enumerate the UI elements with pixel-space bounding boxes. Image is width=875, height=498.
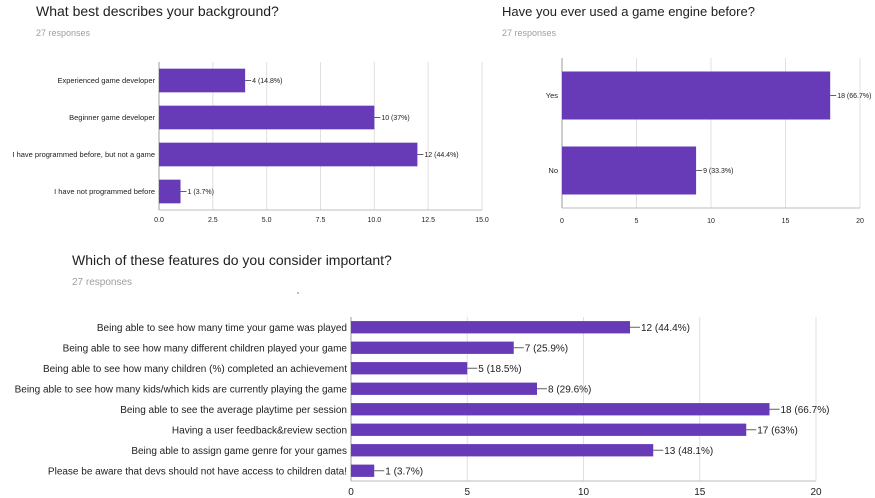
chart3-category-label: Having a user feedback&review section <box>172 425 347 436</box>
chart1-tick-label: 15.0 <box>475 217 489 224</box>
chart3-category-label: Being able to assign game genre for your… <box>131 446 347 457</box>
chart3-bar <box>351 382 537 395</box>
chart3-data-label: 7 (25.9%) <box>525 343 568 354</box>
chart3-bar <box>351 362 468 375</box>
chart3-responses: 27 responses <box>72 277 133 288</box>
chart1-tick-label: 0.0 <box>154 217 164 224</box>
chart2-responses: 27 responses <box>502 28 557 38</box>
chart2-category-label: No <box>548 166 558 175</box>
chart1-plot: 0.0 2.5 5.0 7.5 10.0 12.5 15.0 Experienced game… <box>12 62 489 224</box>
chart3-data-label: 1 (3.7%) <box>385 466 423 477</box>
chart2-tick-label: 5 <box>635 218 639 225</box>
chart3-bar <box>351 321 630 334</box>
chart1-tick-label: 12.5 <box>421 217 435 224</box>
chart3-tick-label: 20 <box>810 487 822 498</box>
chart3-bar <box>351 403 770 416</box>
chart2-title: Have you ever used a game engine before? <box>502 4 755 19</box>
chart3-data-label: 18 (66.7%) <box>781 405 830 416</box>
chart2-tick-label: 20 <box>856 218 864 225</box>
chart3-plot: 0 5 10 15 20 Being able to see how many time … <box>15 317 830 498</box>
chart3-data-label: 8 (29.6%) <box>548 384 591 395</box>
chart1-data-label: 12 (44.4%) <box>424 152 458 159</box>
chart2-category-label: Yes <box>546 91 558 100</box>
chart3-category-label: Being able to see the average playtime p… <box>120 405 347 416</box>
chart3-category-label: Being able to see how many time your gam… <box>97 323 347 334</box>
chart3-data-label: 12 (44.4%) <box>641 323 690 334</box>
chart3-category-label: Please be aware that devs should not hav… <box>48 466 347 477</box>
chart1-tick-label: 7.5 <box>316 217 326 224</box>
chart1-bar <box>159 179 181 204</box>
chart3-data-label: 13 (48.1%) <box>664 446 713 457</box>
chart3-data-label: 17 (63%) <box>757 425 798 436</box>
chart2-bar <box>562 146 697 195</box>
chart1-title: What best describes your background? <box>36 3 279 19</box>
chart3-category-label: Being able to see how many kids/which ki… <box>15 384 348 395</box>
chart2-tick-label: 10 <box>707 218 715 225</box>
chart2-data-label: 18 (66.7%) <box>837 93 871 100</box>
chart3-bar <box>351 464 375 477</box>
chart3-bar <box>351 423 747 436</box>
chart1-category-label: Beginner game developer <box>69 113 155 122</box>
chart3-tick-label: 15 <box>694 487 706 498</box>
chart1-category-label: I have programmed before, but not a game <box>12 150 155 159</box>
stray-dot <box>297 292 299 294</box>
chart1-data-label: 4 (14.8%) <box>252 78 282 85</box>
chart2-tick-label: 15 <box>782 218 790 225</box>
chart1-bar <box>159 105 375 130</box>
chart1-tick-label: 5.0 <box>262 217 272 224</box>
chart1-category-label: Experienced game developer <box>57 76 155 85</box>
chart1-data-label: 1 (3.7%) <box>188 189 214 196</box>
chart3-tick-label: 5 <box>464 487 470 498</box>
chart1-responses: 27 responses <box>36 28 91 38</box>
chart3-title: Which of these features do you consider … <box>72 252 392 268</box>
chart3-tick-label: 10 <box>578 487 590 498</box>
chart3-bar <box>351 444 654 457</box>
chart1-bar <box>159 68 246 93</box>
chart2-data-label: 9 (33.3%) <box>703 168 733 175</box>
chart2-plot: 0 5 10 15 20 Yes 18 (66.7%) No 9 (33.3%) <box>546 58 871 225</box>
chart3-category-label: Being able to see how many children (%) … <box>43 364 347 375</box>
chart1-data-label: 10 (37%) <box>381 115 409 122</box>
chart3-tick-label: 0 <box>348 487 354 498</box>
chart1-bar <box>159 142 418 167</box>
chart3-bar <box>351 341 514 354</box>
chart2-tick-label: 0 <box>560 218 564 225</box>
chart1-tick-label: 2.5 <box>208 217 218 224</box>
chart2-bar <box>562 71 831 120</box>
chart1-tick-label: 10.0 <box>368 217 382 224</box>
chart3-category-label: Being able to see how many different chi… <box>63 343 348 354</box>
chart3-data-label: 5 (18.5%) <box>478 364 521 375</box>
chart1-category-label: I have not programmed before <box>54 187 155 196</box>
